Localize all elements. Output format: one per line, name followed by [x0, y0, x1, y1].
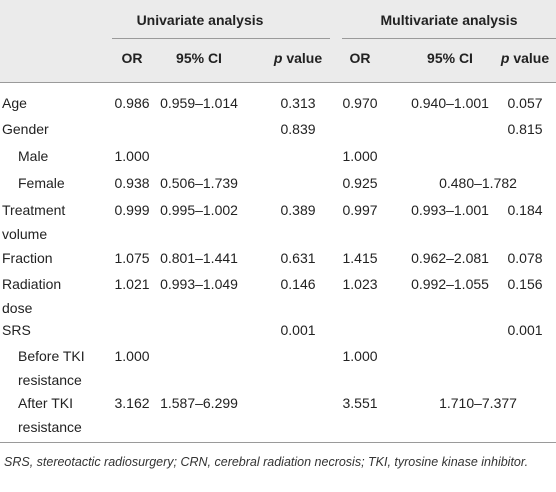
cell: 3.162: [114, 395, 150, 411]
cell: 0.506–1.739: [160, 175, 238, 191]
cell: 0.992–1.055: [411, 276, 489, 292]
row-label: Age: [2, 95, 27, 111]
cell: 0.970: [342, 95, 378, 111]
cell: 1.587–6.299: [160, 395, 238, 411]
cell: 0.993–1.049: [160, 276, 238, 292]
cell: 0.925: [342, 175, 378, 191]
cell: 0.156: [507, 276, 543, 292]
cell: 0.839: [280, 121, 316, 137]
column-header: p value: [273, 50, 323, 66]
footnote: SRS, stereotactic radiosurgery; CRN, cer…: [4, 455, 529, 469]
cell: 0.993–1.001: [411, 202, 489, 218]
cell: 0.999: [114, 202, 150, 218]
cell: 0.801–1.441: [160, 250, 238, 266]
cell: 0.815: [507, 121, 543, 137]
cell: 0.997: [342, 202, 378, 218]
column-header: OR: [121, 50, 143, 66]
cell: 1.415: [342, 250, 378, 266]
cell: 0.995–1.002: [160, 202, 238, 218]
column-header: 95% CI: [176, 50, 222, 66]
cell: 1.000: [114, 148, 150, 164]
row-label: Before TKI resistance: [18, 348, 85, 388]
row-label: Treatment volume: [2, 202, 66, 242]
cell: 0.962–2.081: [411, 250, 489, 266]
header-rule: [0, 82, 556, 83]
cell: 0.940–1.001: [411, 95, 489, 111]
column-header: p value: [500, 50, 550, 66]
row-label: Female: [18, 175, 65, 191]
row-label: SRS: [2, 322, 31, 338]
group-rule: [112, 38, 330, 39]
cell: 1.000: [114, 348, 150, 364]
column-header: 95% CI: [427, 50, 473, 66]
cell: 1.000: [342, 348, 378, 364]
row-label: Gender: [2, 121, 49, 137]
column-header: OR: [349, 50, 371, 66]
row-label: Male: [18, 148, 49, 164]
row-label: Fraction: [2, 250, 53, 266]
cell: 0.001: [507, 322, 543, 338]
cell: 0.313: [280, 95, 316, 111]
group-rule: [342, 38, 556, 39]
cell: 0.057: [507, 95, 543, 111]
row-label: After TKI resistance: [18, 395, 82, 435]
bottom-rule: [0, 442, 556, 443]
cell: 0.146: [280, 276, 316, 292]
cell: 3.551: [342, 395, 378, 411]
group-header: Univariate analysis: [136, 12, 264, 28]
cell: 0.001: [280, 322, 316, 338]
group-header: Multivariate analysis: [380, 12, 518, 28]
header-background: [0, 0, 556, 82]
cell: 0.078: [507, 250, 543, 266]
cell: 1.710–7.377: [439, 395, 517, 411]
row-label: Radiation dose: [2, 276, 62, 316]
cell: 1.023: [342, 276, 378, 292]
cell: 0.184: [507, 202, 543, 218]
cell: 1.075: [114, 250, 150, 266]
cell: 1.000: [342, 148, 378, 164]
cell: 0.938: [114, 175, 150, 191]
cell: 0.959–1.014: [160, 95, 238, 111]
cell: 1.021: [114, 276, 150, 292]
cell: 0.389: [280, 202, 316, 218]
cell: 0.631: [280, 250, 316, 266]
cell: 0.986: [114, 95, 150, 111]
cell: 0.480–1.782: [439, 175, 517, 191]
